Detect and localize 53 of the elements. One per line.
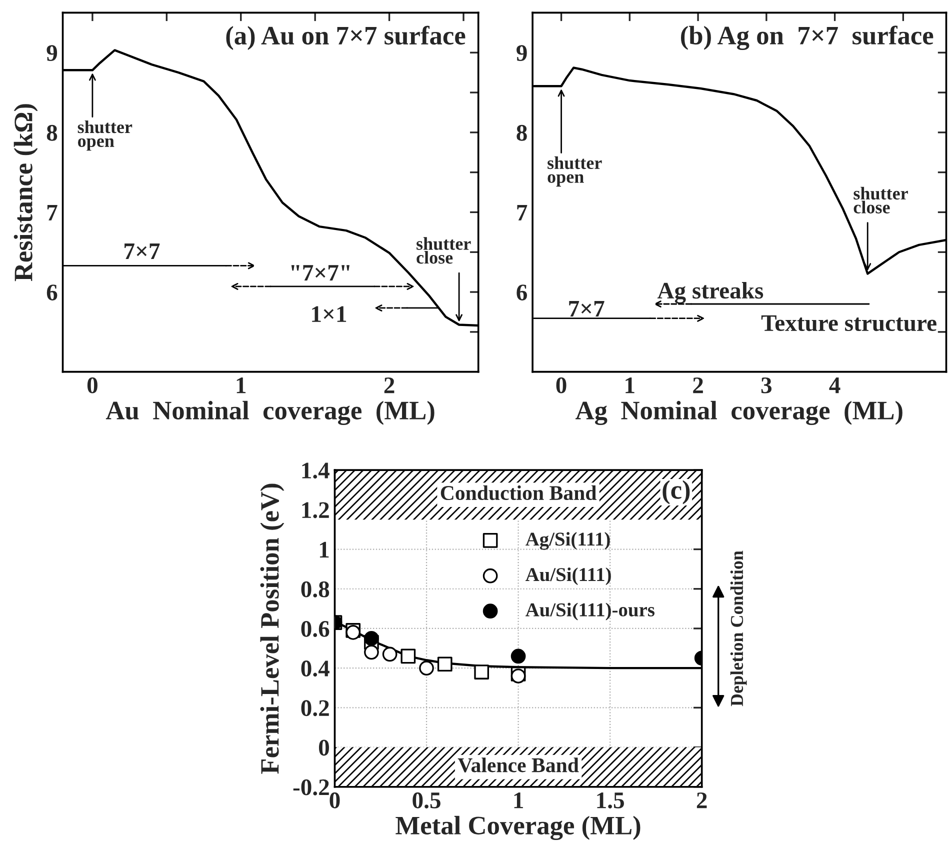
- y-tick-label: 6: [516, 284, 528, 300]
- chart-title: (c): [662, 480, 690, 504]
- y-tick-label: 0: [318, 740, 329, 756]
- y-tick-label: 0.6: [301, 620, 330, 637]
- x-tick-label: 3: [761, 377, 772, 394]
- x-tick-label: 2: [693, 377, 703, 394]
- y-tick-label: 0.8: [301, 581, 330, 598]
- y-tick-label: 8: [46, 124, 58, 141]
- legend-label: Au/Si(111)-ours: [526, 602, 654, 620]
- legend-label: Ag/Si(111): [526, 532, 610, 550]
- y-axis-title: Resistance (kΩ): [14, 104, 38, 282]
- y-tick-label: 9: [516, 45, 527, 62]
- annotation: shutter open: [78, 120, 132, 151]
- x-tick-label: 1: [626, 377, 634, 394]
- x-tick-label: 1: [236, 377, 246, 394]
- chart-title: (a) Au on 7×7 surface: [226, 26, 466, 50]
- annotation: Texture structure: [761, 315, 936, 332]
- x-tick-label: 4: [829, 378, 840, 394]
- y-tick-label: -0.2: [293, 779, 329, 796]
- annotation: "7×7": [291, 265, 350, 281]
- y-tick-label: 1.2: [302, 502, 329, 518]
- band-label: Conduction Band: [440, 485, 597, 500]
- x-tick-label: 0: [87, 377, 98, 394]
- annotation: shutter open: [548, 156, 602, 187]
- annotation: shutter close: [854, 186, 908, 214]
- x-tick-label: 0.5: [412, 792, 440, 808]
- chart-title: (b) Ag on 7×7 surface: [680, 26, 934, 50]
- annotation: shutter close: [416, 237, 471, 264]
- y-tick-label: 7: [517, 204, 528, 220]
- x-tick-label: 0: [330, 792, 340, 808]
- y-tick-label: 8: [516, 124, 527, 141]
- x-axis-title: Metal Coverage (ML): [396, 816, 640, 840]
- x-axis-title: Ag Nominal coverage (ML): [576, 400, 902, 426]
- y-tick-label: 6: [46, 284, 58, 300]
- x-tick-label: 0: [556, 377, 566, 394]
- annotation: 7×7: [569, 300, 604, 316]
- y-axis-title: Fermi-Level Position (eV): [260, 484, 284, 774]
- y-tick-label: 0.2: [301, 700, 329, 716]
- x-tick-label: 1.5: [597, 792, 624, 808]
- annotation: 1×1: [312, 306, 346, 322]
- band-label: Valence Band: [458, 758, 579, 772]
- x-tick-label: 2: [696, 792, 707, 808]
- y-tick-label: 1: [320, 542, 329, 558]
- y-tick-label: 1.4: [302, 462, 330, 479]
- legend-label: Au/Si(111): [526, 567, 611, 586]
- y-tick-label: 0.4: [301, 660, 330, 677]
- text: Depletion Condition: [730, 550, 747, 706]
- annotation: 7×7: [124, 244, 160, 259]
- x-axis-title: Au Nominal coverage (ML): [106, 400, 434, 426]
- y-tick-label: 7: [47, 204, 58, 220]
- annotation: Ag streaks: [657, 282, 764, 304]
- x-tick-label: 2: [384, 377, 394, 394]
- y-tick-label: 9: [46, 45, 58, 62]
